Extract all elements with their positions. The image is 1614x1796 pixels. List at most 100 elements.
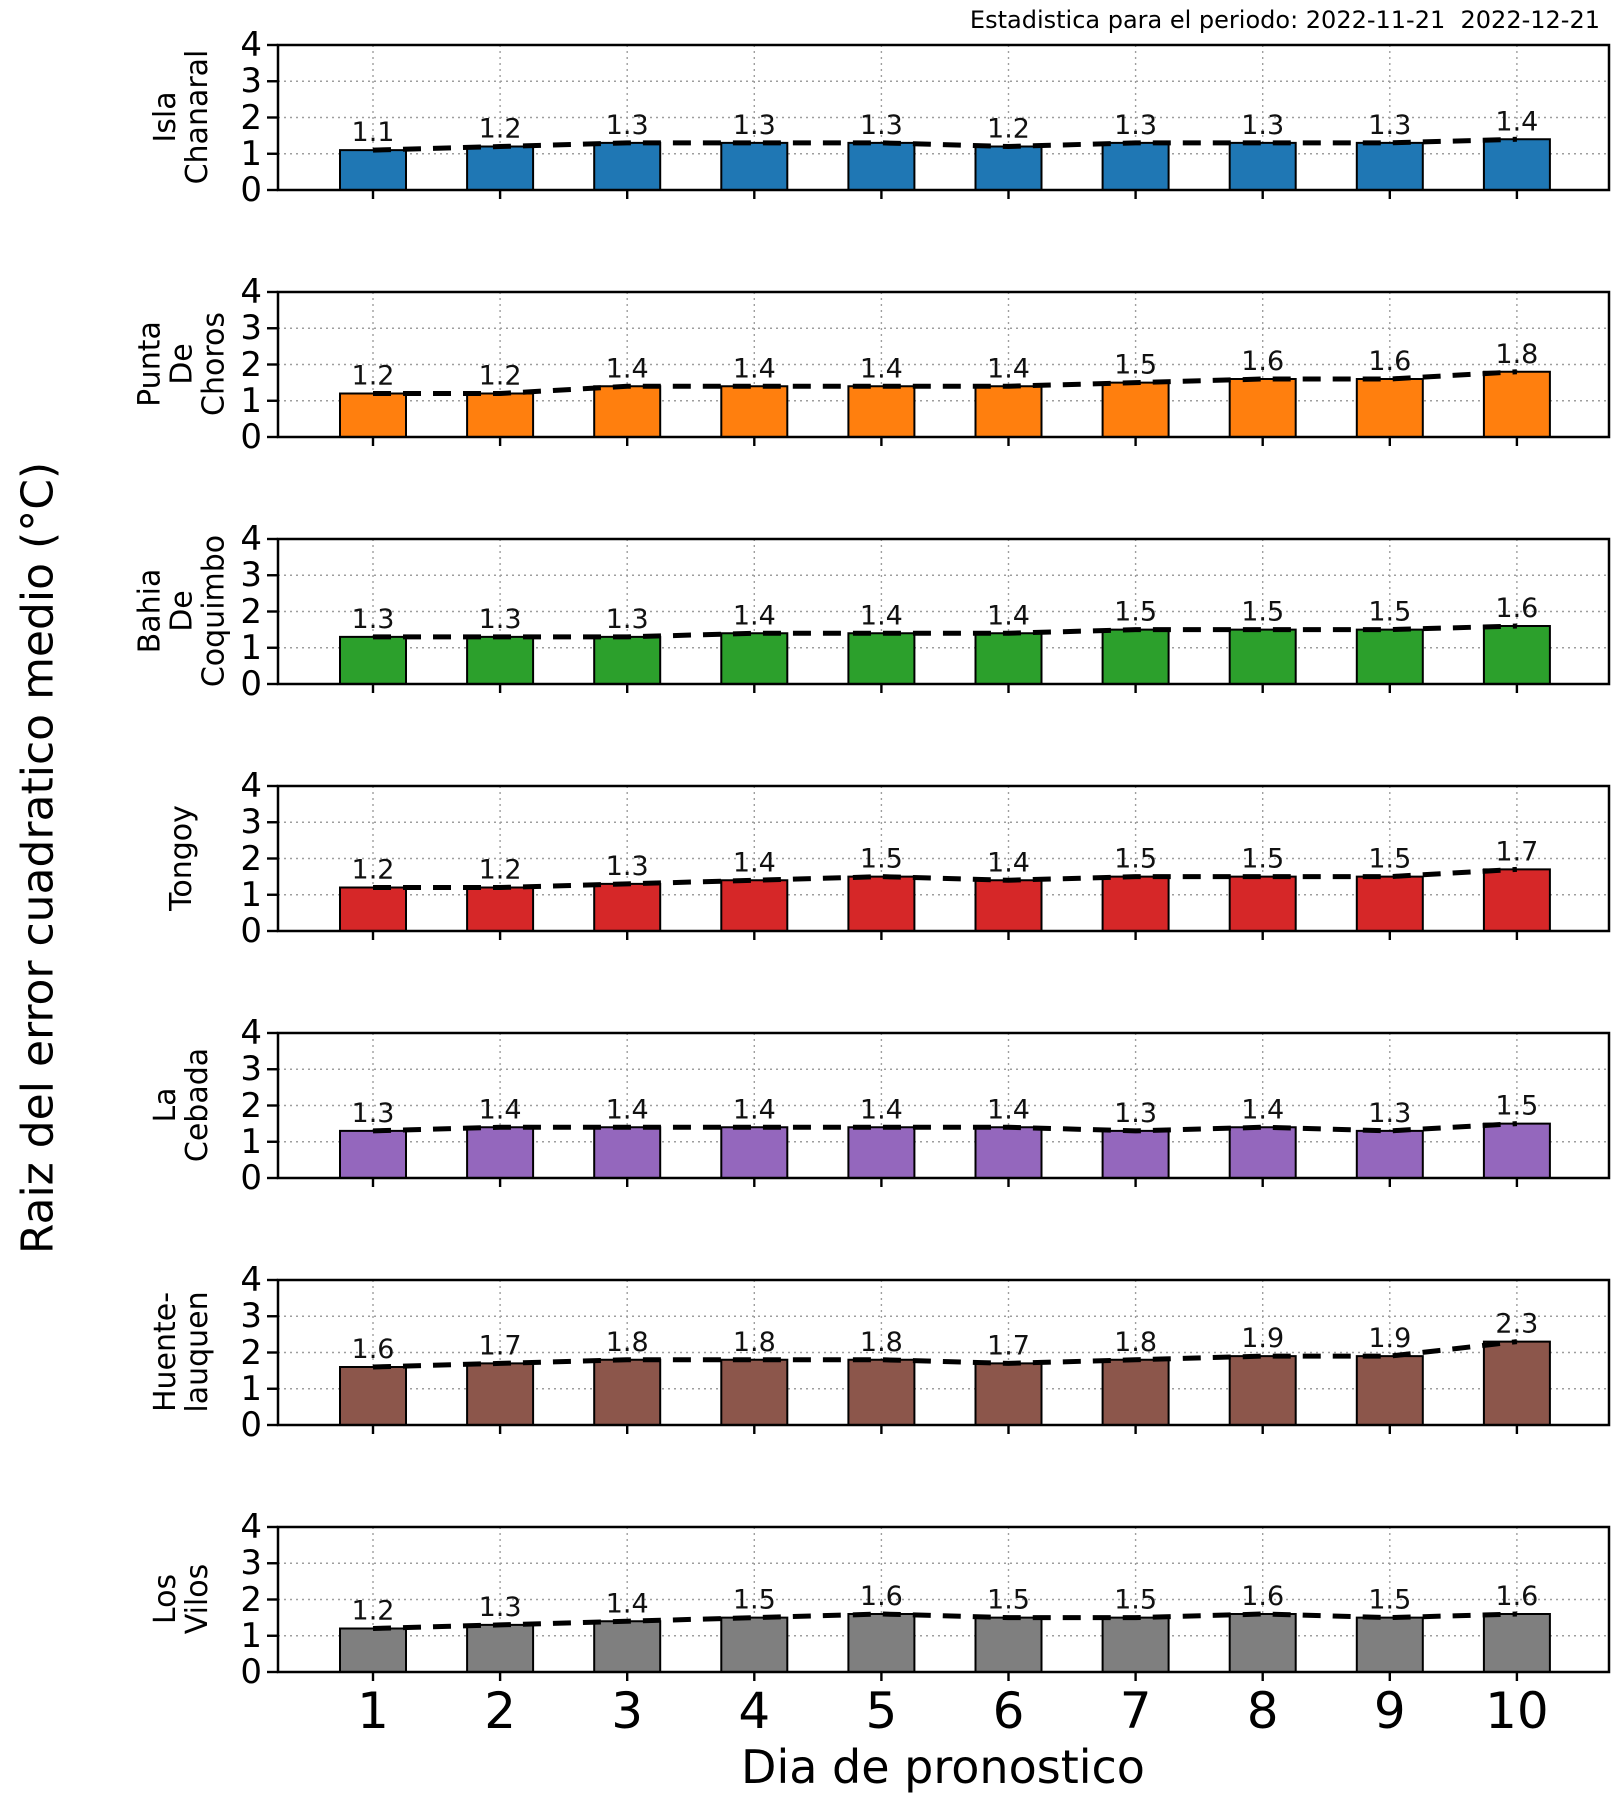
bar-value-label: 1.9 xyxy=(1241,1323,1284,1354)
bar-day-3 xyxy=(593,1358,662,1426)
y-tick-label: 1 xyxy=(240,133,262,174)
y-tick-label: 4 xyxy=(240,272,262,312)
bar-day-10 xyxy=(1482,1613,1551,1673)
bar-value-label: 1.2 xyxy=(479,114,522,145)
bar-day-6 xyxy=(974,1126,1043,1179)
plot-area: 1.6 1.7 1.8 1.8 1.8 1.7 1.8 1.9 1.9 2.3 xyxy=(267,1278,1611,1434)
bar-value-label: 1.4 xyxy=(733,600,776,631)
bar-day-1 xyxy=(339,1129,407,1179)
bar-day-5 xyxy=(847,632,916,685)
bar-day-3 xyxy=(593,635,662,685)
bar-value-label: 1.5 xyxy=(1241,844,1284,875)
y-tick-label: 2 xyxy=(240,344,262,385)
bar-value-label: 1.3 xyxy=(1368,110,1411,141)
bar-value-label: 1.4 xyxy=(606,1094,649,1125)
bar-day-4 xyxy=(720,141,789,191)
bar-day-4 xyxy=(720,385,789,438)
bar-day-1 xyxy=(339,149,407,191)
row-label-line: De xyxy=(164,590,200,632)
x-tick-label: 10 xyxy=(1485,1682,1549,1740)
bar-day-5 xyxy=(847,1126,916,1179)
bar-day-8 xyxy=(1228,1355,1297,1426)
bar-value-label: 1.8 xyxy=(860,1327,903,1358)
bar-day-6 xyxy=(974,1616,1043,1673)
bar-value-label: 1.5 xyxy=(1368,1585,1411,1616)
bar-value-label: 1.3 xyxy=(1368,1098,1411,1129)
y-tick-label: 0 xyxy=(240,911,262,951)
bar-value-label: 1.8 xyxy=(1114,1327,1157,1358)
bar-day-2 xyxy=(466,635,535,685)
row-label-line: Tongoy xyxy=(164,805,200,911)
subplot-isla-chanaral: Isla Chanaral 0 1 2 3 4 1.1 1.2 1.3 1.3 1.3 1.2 1.3 1.… xyxy=(0,25,1614,210)
bar-value-label: 1.2 xyxy=(479,361,522,392)
bar-day-10 xyxy=(1482,868,1551,932)
axes-spine xyxy=(276,537,1611,686)
y-tick-label: 4 xyxy=(240,1013,262,1053)
y-tick-label: 3 xyxy=(240,802,262,843)
y-tick-label: 1 xyxy=(240,1121,262,1162)
bar-day-10 xyxy=(1482,1340,1551,1426)
bar-day-5 xyxy=(847,141,916,191)
axes-spine xyxy=(276,1031,1611,1180)
plot-area: 1.3 1.4 1.4 1.4 1.4 1.4 1.3 1.4 1.3 1.5 xyxy=(267,1031,1611,1187)
plot-area: 1.1 1.2 1.3 1.3 1.3 1.2 1.3 1.3 1.3 1.4 xyxy=(267,43,1611,199)
bar-day-10 xyxy=(1482,1122,1551,1179)
bar-day-1 xyxy=(339,635,407,685)
bar-day-4 xyxy=(720,1616,789,1673)
bar-day-10 xyxy=(1482,625,1551,685)
bar-value-label: 1.5 xyxy=(1114,1585,1157,1616)
bar-day-2 xyxy=(466,145,535,191)
bar-value-label: 1.9 xyxy=(1368,1323,1411,1354)
bar-day-10 xyxy=(1482,138,1551,191)
bar-day-1 xyxy=(339,886,407,932)
bar-day-2 xyxy=(466,1362,535,1426)
bar-value-label: 1.2 xyxy=(352,855,395,886)
bar-day-5 xyxy=(847,875,916,932)
bar-day-8 xyxy=(1228,628,1297,685)
y-tick-label: 4 xyxy=(240,766,262,806)
bar-value-label: 1.6 xyxy=(1241,346,1284,377)
bar-day-2 xyxy=(466,1126,535,1179)
bar-day-6 xyxy=(974,385,1043,438)
y-tick-label: 1 xyxy=(240,1615,262,1656)
row-label-line: Huente- xyxy=(148,1291,184,1413)
y-tick-label: 3 xyxy=(240,1049,262,1090)
bar-value-label: 1.3 xyxy=(352,1098,395,1129)
bar-value-label: 1.6 xyxy=(860,1581,903,1612)
y-tick-label: 0 xyxy=(240,417,262,457)
row-label-line: Punta xyxy=(132,321,168,407)
bar-value-label: 1.5 xyxy=(1495,1091,1538,1122)
bar-day-7 xyxy=(1101,141,1170,191)
axes-spine xyxy=(276,1278,1611,1427)
bar-day-6 xyxy=(974,879,1043,932)
plot-area: 1.3 1.3 1.3 1.4 1.4 1.4 1.5 1.5 1.5 1.6 xyxy=(267,537,1611,693)
bar-day-9 xyxy=(1355,875,1424,932)
bar-value-label: 1.4 xyxy=(860,600,903,631)
bar-day-5 xyxy=(847,385,916,438)
bar-value-label: 1.8 xyxy=(606,1327,649,1358)
trend-dashed-line xyxy=(372,1121,1518,1134)
bar-day-9 xyxy=(1355,1616,1424,1673)
subplot-punta-de-choros: Punta De Choros 0 1 2 3 4 1.2 1.2 1.4 1.4 1.4 1.4 1.5 1… xyxy=(0,272,1614,457)
subplot-huente-lauquen: Huente-lauquen 0 1 2 3 4 1.6 1.7 1.8 1.8 1.8 1.7 1.8… xyxy=(0,1260,1614,1445)
row-label-line: Los xyxy=(148,1573,184,1625)
plot-area: 1.2 1.2 1.4 1.4 1.4 1.4 1.5 1.6 1.6 1.8 xyxy=(267,290,1611,446)
y-tick-label: 4 xyxy=(240,1507,262,1547)
x-tick-label: 8 xyxy=(1246,1682,1279,1740)
bar-value-label: 1.7 xyxy=(987,1330,1030,1361)
plot-area: 1.2 1.3 1.4 1.5 1.6 1.5 1.5 1.6 1.5 1.6 xyxy=(267,1525,1611,1681)
bar-day-7 xyxy=(1101,628,1170,685)
y-tick-label: 4 xyxy=(240,1260,262,1300)
row-label-line: La xyxy=(148,1087,184,1123)
bar-day-9 xyxy=(1355,1355,1424,1426)
bar-day-9 xyxy=(1355,628,1424,685)
y-tick-label: 0 xyxy=(240,1158,262,1198)
bar-day-7 xyxy=(1101,381,1170,438)
bar-value-label: 1.2 xyxy=(352,361,395,392)
trend-dashed-line xyxy=(372,1611,1517,1631)
bar-value-label: 1.5 xyxy=(987,1585,1030,1616)
bar-value-label: 1.5 xyxy=(733,1585,776,1616)
bar-day-4 xyxy=(720,1126,789,1179)
bar-value-label: 1.7 xyxy=(1495,836,1538,867)
axes-spine xyxy=(276,1525,1611,1674)
